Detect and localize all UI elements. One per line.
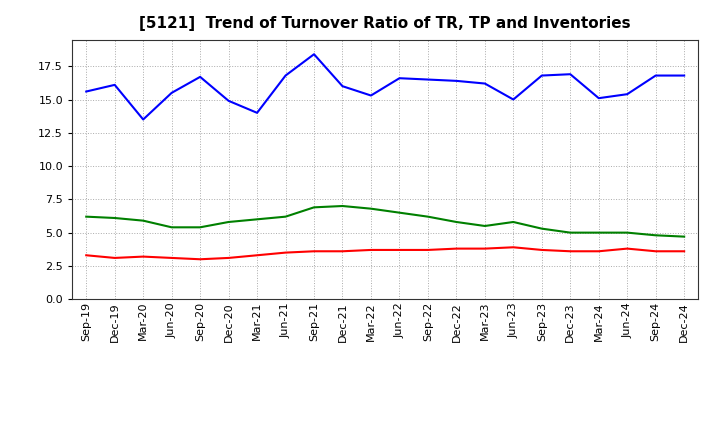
Trade Payables [338, 84, 347, 89]
Inventories [680, 234, 688, 239]
Trade Payables [423, 77, 432, 82]
Trade Payables [282, 73, 290, 78]
Trade Receivables [623, 246, 631, 251]
Trade Receivables [338, 249, 347, 254]
Trade Payables [480, 81, 489, 86]
Line: Trade Receivables: Trade Receivables [86, 247, 684, 259]
Inventories [282, 214, 290, 219]
Trade Receivables [282, 250, 290, 255]
Trade Receivables [423, 247, 432, 253]
Inventories [595, 230, 603, 235]
Title: [5121]  Trend of Turnover Ratio of TR, TP and Inventories: [5121] Trend of Turnover Ratio of TR, TP… [140, 16, 631, 32]
Inventories [82, 214, 91, 219]
Inventories [423, 214, 432, 219]
Trade Receivables [110, 255, 119, 260]
Inventories [395, 210, 404, 215]
Line: Trade Payables: Trade Payables [86, 54, 684, 120]
Inventories [623, 230, 631, 235]
Line: Inventories: Inventories [86, 206, 684, 237]
Trade Payables [623, 92, 631, 97]
Inventories [366, 206, 375, 211]
Trade Payables [366, 93, 375, 98]
Trade Payables [680, 73, 688, 78]
Trade Receivables [167, 255, 176, 260]
Trade Payables [167, 90, 176, 95]
Inventories [480, 224, 489, 229]
Inventories [253, 216, 261, 222]
Trade Receivables [310, 249, 318, 254]
Trade Receivables [395, 247, 404, 253]
Trade Receivables [196, 257, 204, 262]
Trade Receivables [253, 253, 261, 258]
Trade Receivables [595, 249, 603, 254]
Trade Receivables [680, 249, 688, 254]
Trade Receivables [82, 253, 91, 258]
Inventories [110, 215, 119, 220]
Inventories [452, 220, 461, 225]
Inventories [310, 205, 318, 210]
Inventories [509, 220, 518, 225]
Trade Payables [225, 98, 233, 103]
Trade Payables [395, 76, 404, 81]
Trade Receivables [566, 249, 575, 254]
Trade Receivables [480, 246, 489, 251]
Trade Receivables [652, 249, 660, 254]
Trade Payables [196, 74, 204, 80]
Inventories [652, 233, 660, 238]
Trade Payables [452, 78, 461, 84]
Inventories [338, 203, 347, 209]
Inventories [537, 226, 546, 231]
Inventories [139, 218, 148, 223]
Trade Receivables [225, 255, 233, 260]
Trade Receivables [452, 246, 461, 251]
Trade Payables [139, 117, 148, 122]
Trade Payables [110, 82, 119, 88]
Inventories [167, 225, 176, 230]
Trade Receivables [139, 254, 148, 259]
Trade Payables [509, 97, 518, 102]
Trade Payables [537, 73, 546, 78]
Inventories [196, 225, 204, 230]
Inventories [566, 230, 575, 235]
Trade Payables [652, 73, 660, 78]
Trade Receivables [366, 247, 375, 253]
Trade Payables [566, 72, 575, 77]
Trade Payables [310, 51, 318, 57]
Inventories [225, 220, 233, 225]
Trade Receivables [537, 247, 546, 253]
Trade Payables [253, 110, 261, 115]
Trade Payables [595, 95, 603, 101]
Trade Receivables [509, 245, 518, 250]
Trade Payables [82, 89, 91, 94]
